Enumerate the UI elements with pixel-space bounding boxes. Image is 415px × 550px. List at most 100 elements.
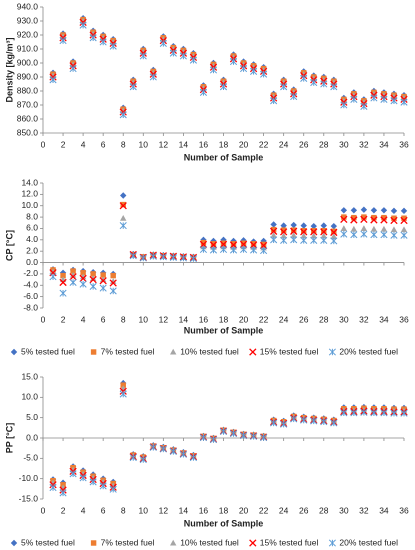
point	[351, 214, 357, 221]
y-tick-label: 10.0	[21, 392, 38, 402]
x-tick-label: 24	[279, 314, 289, 324]
point	[260, 241, 267, 248]
point	[69, 271, 77, 278]
marker-shape	[290, 232, 297, 238]
x-tick-label: 8	[121, 139, 126, 149]
point	[80, 270, 86, 276]
point	[79, 21, 87, 29]
point	[330, 237, 338, 245]
marker-shape	[400, 216, 408, 225]
marker-shape	[210, 62, 217, 69]
marker-shape	[69, 61, 77, 67]
point	[390, 231, 398, 239]
legend-marker	[170, 539, 177, 546]
point	[390, 226, 398, 233]
point	[89, 34, 97, 42]
marker-shape	[79, 470, 87, 477]
point	[69, 61, 77, 67]
marker-shape	[280, 79, 287, 86]
marker-shape	[140, 48, 147, 55]
y-tick-label: 890.0	[17, 71, 39, 81]
point	[330, 222, 338, 230]
marker-shape	[49, 268, 57, 275]
point	[400, 226, 408, 233]
marker-shape	[280, 228, 288, 236]
marker-shape	[170, 348, 177, 355]
marker-shape	[270, 226, 277, 233]
marker-shape	[300, 228, 308, 236]
x-tick-label: 0	[41, 139, 46, 149]
point	[400, 98, 408, 106]
point	[340, 225, 348, 232]
point	[89, 275, 97, 284]
point	[270, 97, 278, 105]
point	[280, 232, 287, 239]
marker-shape	[390, 93, 398, 100]
point	[300, 416, 308, 424]
marker-shape	[350, 207, 358, 214]
point	[119, 111, 127, 119]
point	[320, 80, 328, 88]
point	[79, 470, 87, 477]
marker-shape	[240, 61, 247, 67]
point	[190, 52, 197, 59]
point	[169, 447, 177, 455]
point	[129, 83, 137, 91]
marker-shape	[320, 222, 327, 229]
marker-shape	[90, 540, 97, 546]
x-tick-label: 36	[399, 314, 409, 324]
point	[159, 445, 167, 453]
point	[341, 214, 347, 220]
point	[99, 482, 107, 490]
marker-shape	[220, 79, 227, 86]
point	[150, 69, 157, 76]
point	[99, 284, 107, 292]
x-tick-label: 12	[159, 139, 169, 149]
marker-shape	[310, 222, 317, 230]
point	[120, 215, 127, 221]
point	[381, 214, 387, 221]
point	[380, 225, 388, 232]
y-tick-label: 6.0	[26, 223, 38, 233]
point	[179, 52, 187, 60]
point	[69, 470, 77, 478]
marker-shape	[400, 226, 408, 233]
x-tick-label: 20	[239, 139, 249, 149]
x-tick-label: 22	[259, 139, 269, 149]
marker-shape	[89, 30, 97, 37]
marker-shape	[109, 482, 117, 489]
point	[240, 240, 247, 246]
marker-shape	[150, 69, 157, 76]
y-tick-label: 880.0	[17, 85, 39, 95]
marker-shape	[400, 94, 408, 101]
point	[361, 214, 367, 220]
point	[189, 453, 197, 462]
point	[109, 482, 117, 489]
point	[209, 66, 218, 74]
marker-shape	[351, 214, 357, 221]
marker-shape	[310, 232, 317, 239]
legend-marker	[249, 539, 257, 547]
y-tick-label: 920.0	[17, 29, 39, 39]
point	[169, 253, 177, 261]
x-axis-title: Number of Sample	[184, 325, 264, 335]
point	[340, 101, 348, 109]
point	[320, 228, 328, 236]
marker-shape	[321, 228, 327, 234]
point	[390, 216, 398, 225]
point	[360, 99, 368, 105]
marker-shape	[341, 214, 347, 220]
marker-shape	[120, 107, 127, 114]
marker-shape	[180, 48, 187, 55]
marker-shape	[240, 240, 247, 246]
marker-shape	[250, 64, 257, 70]
point	[290, 236, 298, 244]
point	[239, 240, 248, 249]
marker-shape	[99, 478, 107, 485]
point	[370, 207, 378, 214]
marker-shape	[220, 240, 227, 246]
point	[320, 418, 328, 426]
point	[269, 227, 278, 235]
marker-shape	[370, 216, 378, 224]
